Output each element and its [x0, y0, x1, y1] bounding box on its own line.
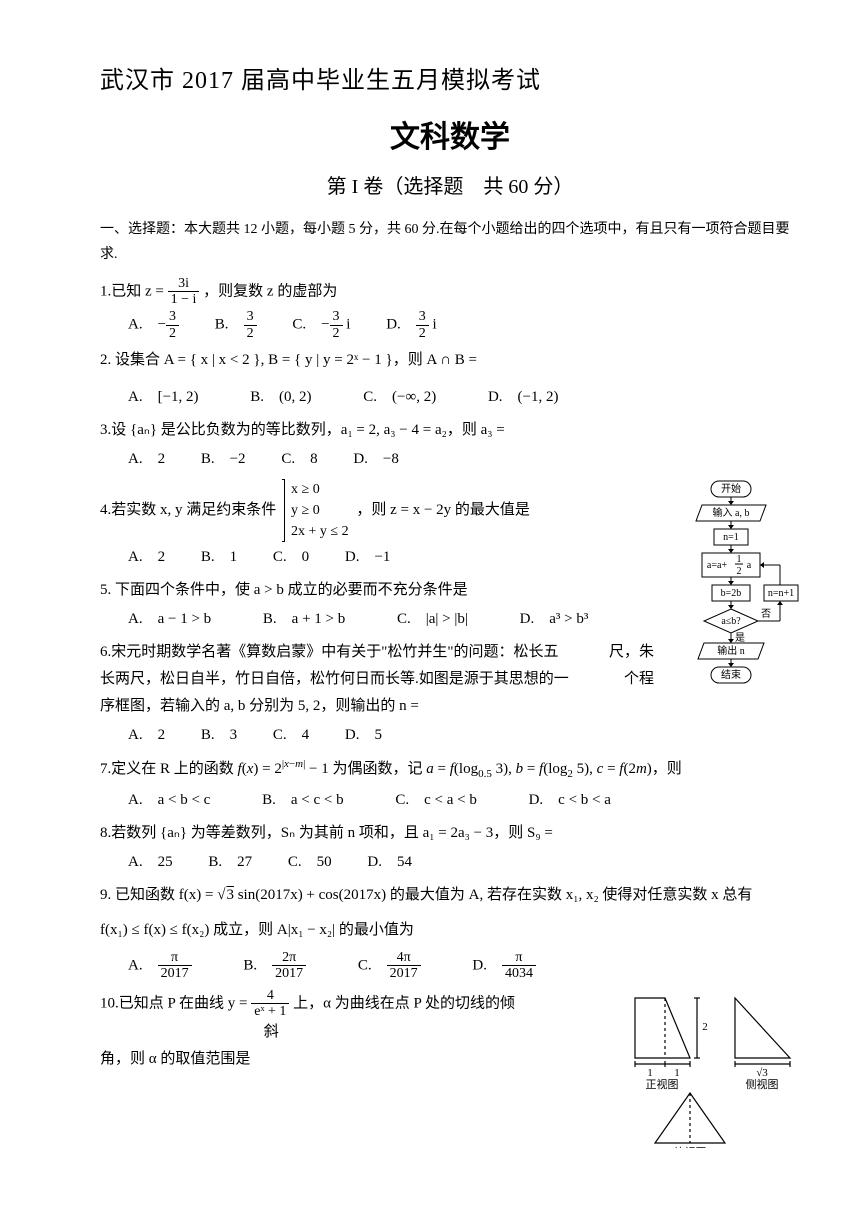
question-1: 1.已知 z = 3i1 − i ，则复数 z 的虚部为 A. −32 B. 3… [100, 276, 800, 342]
q4-cases: x ≥ 0 y ≥ 0 2x + y ≤ 2 [284, 479, 349, 542]
q6-line2: 长两尺，松日自半，竹日自倍，松竹何日而长等.如图是源于其思想的一 [100, 671, 569, 687]
q5-stem: 5. 下面四个条件中，使 a > b 成立的必要而不充分条件是 [100, 582, 468, 598]
instructions: 一、选择题：本大题共 12 小题，每小题 5 分，共 60 分.在每个小题给出的… [100, 217, 800, 267]
q8-option-b: B. 27 [208, 849, 252, 876]
q2-option-b: B. (0, 2) [250, 384, 311, 411]
q1-frac: 3i1 − i [168, 276, 200, 308]
q3-option-b: B. −2 [201, 446, 246, 473]
q7-stem: 7.定义在 R 上的函数 f(x) = 2|x−m| − 1 为偶函数，记 a … [100, 761, 682, 777]
q9-option-a: A. π2017 [128, 950, 192, 982]
q9-stem2: f(x₁) ≤ f(x) ≤ f(x₂) 成立，则 A|x₁ − x₂| 的最小… [100, 917, 800, 944]
q2-option-a: A. [−1, 2) [128, 384, 199, 411]
subject-title: 文科数学 [100, 111, 800, 165]
question-10: 10.已知点 P 在曲线 y = 4eˣ + 1 上，α 为曲线在点 P 处的切… [100, 988, 800, 1074]
section-title: 第 I 卷（选择题 共 60 分） [100, 169, 800, 205]
svg-text:正视图: 正视图 [646, 1077, 679, 1091]
svg-text:俯视图: 俯视图 [674, 1145, 707, 1148]
q8-option-a: A. 25 [128, 849, 173, 876]
svg-text:侧视图: 侧视图 [746, 1077, 779, 1091]
question-8: 8.若数列 {aₙ} 为等差数列，Sₙ 为其前 n 项和，且 a₁ = 2a₃ … [100, 820, 800, 876]
q4-option-b: B. 1 [201, 544, 237, 571]
q9-option-c: C. 4π2017 [358, 950, 421, 982]
q6-line2-end: 个程 [624, 666, 654, 693]
q6-option-b: B. 3 [201, 722, 237, 749]
q8-option-d: D. 54 [367, 849, 412, 876]
q5-option-d: D. a³ > b³ [520, 606, 589, 633]
q1-option-b: B. 32 [215, 309, 257, 341]
q3-option-c: C. 8 [281, 446, 317, 473]
q9-option-d: D. π4034 [472, 950, 536, 982]
q6-option-d: D. 5 [345, 722, 382, 749]
q7-option-b: B. a < c < b [262, 787, 344, 814]
q10-stem-end: 斜 [264, 1024, 279, 1040]
q2-option-c: C. (−∞, 2) [363, 384, 436, 411]
q10-stem-mid: 上，α 为曲线在点 P 处的切线的倾 [293, 995, 515, 1011]
q7-option-d: D. c < b < a [529, 787, 611, 814]
q4-option-c: C. 0 [273, 544, 309, 571]
q10-stem-pre: 10.已知点 P 在曲线 y = [100, 995, 251, 1011]
q5-option-b: B. a + 1 > b [263, 606, 345, 633]
q7-option-c: C. c < a < b [395, 787, 477, 814]
q3-stem: 3.设 {aₙ} 是公比负数为的等比数列，a₁ = 2, a₃ − 4 = a₂… [100, 422, 505, 438]
q2-stem: 2. 设集合 A = { x | x < 2 }, B = { y | y = … [100, 352, 477, 368]
question-9: 9. 已知函数 f(x) = √3 sin(2017x) + cos(2017x… [100, 882, 800, 982]
q10-frac: 4eˣ + 1 [251, 988, 289, 1020]
q9-stem1-post: sin(2017x) + cos(2017x) 的最大值为 A, 若存在实数 x… [234, 887, 752, 903]
q4-stem-post: ，则 z = x − 2y 的最大值是 [356, 502, 530, 518]
q2-option-d: D. (−1, 2) [488, 384, 559, 411]
q1-stem-pre: 1.已知 z = [100, 283, 168, 299]
q1-stem-post: ，则复数 z 的虚部为 [203, 283, 337, 299]
q6-line1: 6.宋元时期数学名著《算数启蒙》中有关于"松竹并生"的问题：松长五 [100, 644, 559, 660]
question-7: 7.定义在 R 上的函数 f(x) = 2|x−m| − 1 为偶函数，记 a … [100, 755, 800, 814]
page-title: 武汉市 2017 届高中毕业生五月模拟考试 [100, 60, 800, 103]
question-3: 3.设 {aₙ} 是公比负数为的等比数列，a₁ = 2, a₃ − 4 = a₂… [100, 417, 800, 473]
q4-stem-pre: 4.若实数 x, y 满足约束条件 [100, 502, 276, 518]
question-6: 6.宋元时期数学名著《算数启蒙》中有关于"松竹并生"的问题：松长五 尺，朱 长两… [100, 639, 800, 749]
q6-line1-end: 尺，朱 [609, 639, 654, 666]
q4-option-a: A. 2 [128, 544, 165, 571]
q1-option-a: A. −32 [128, 309, 179, 341]
q1-option-c: C. −32 i [292, 309, 350, 341]
q5-option-c: C. |a| > |b| [397, 606, 468, 633]
q7-option-a: A. a < b < c [128, 787, 210, 814]
q8-stem: 8.若数列 {aₙ} 为等差数列，Sₙ 为其前 n 项和，且 a₁ = 2a₃ … [100, 825, 553, 841]
q3-option-a: A. 2 [128, 446, 165, 473]
q4-option-d: D. −1 [345, 544, 391, 571]
question-4: 4.若实数 x, y 满足约束条件 x ≥ 0 y ≥ 0 2x + y ≤ 2… [100, 479, 800, 571]
q8-option-c: C. 50 [288, 849, 332, 876]
q5-option-a: A. a − 1 > b [128, 606, 211, 633]
q9-option-b: B. 2π2017 [243, 950, 306, 982]
question-2: 2. 设集合 A = { x | x < 2 }, B = { y | y = … [100, 347, 800, 411]
question-5: 5. 下面四个条件中，使 a > b 成立的必要而不充分条件是 A. a − 1… [100, 577, 800, 633]
q3-option-d: D. −8 [353, 446, 399, 473]
q10-stem2: 角，则 α 的取值范围是 [100, 1046, 800, 1073]
q6-option-c: C. 4 [273, 722, 309, 749]
q9-stem1-pre: 9. 已知函数 f(x) = [100, 887, 217, 903]
q6-line3: 序框图，若输入的 a, b 分别为 5, 2，则输出的 n = [100, 693, 800, 720]
q1-option-d: D. 32 i [386, 309, 437, 341]
q6-option-a: A. 2 [128, 722, 165, 749]
